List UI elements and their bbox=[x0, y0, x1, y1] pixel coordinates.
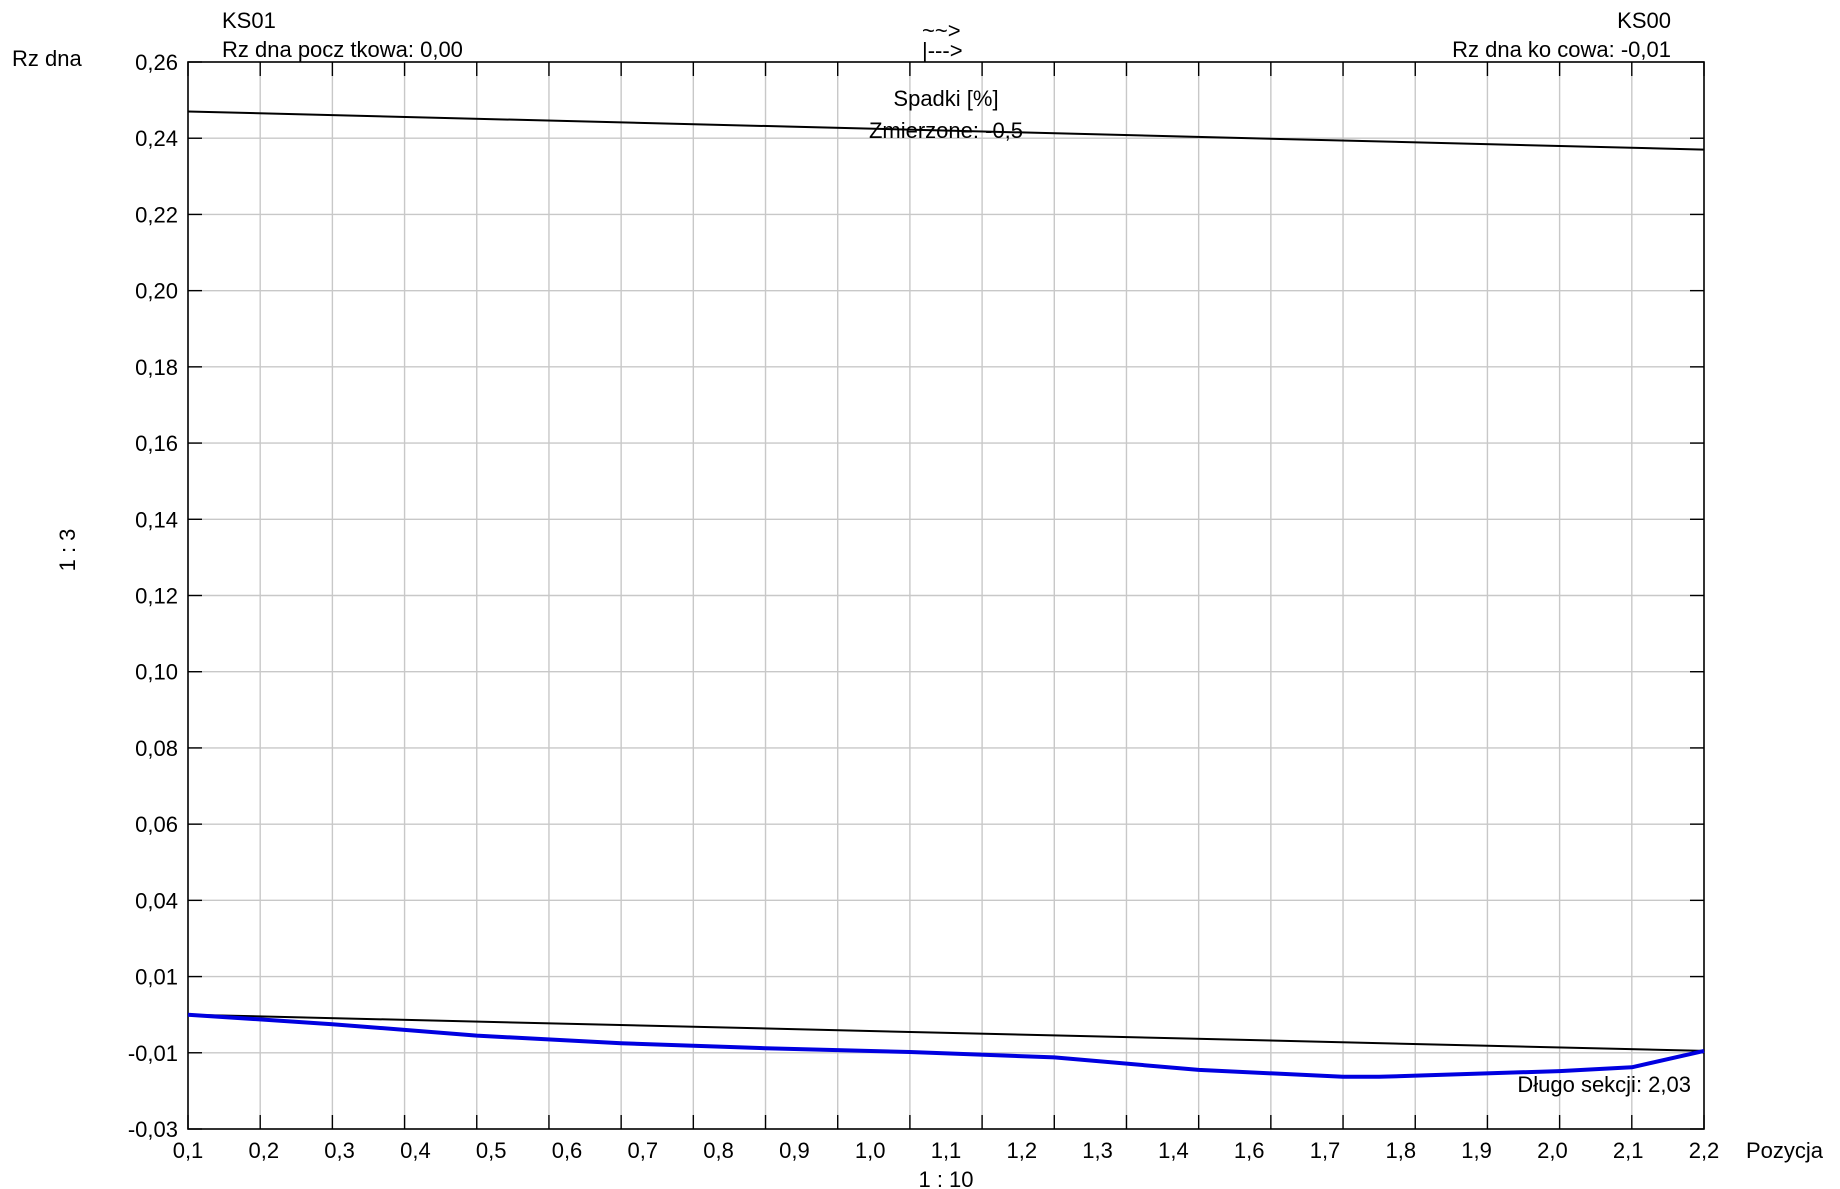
y-tick-label: -0,01 bbox=[128, 1041, 178, 1066]
y-tick-label: 0,20 bbox=[135, 279, 178, 304]
x-tick-label: 2,0 bbox=[1537, 1138, 1568, 1163]
plot-frame bbox=[187, 61, 1705, 1130]
x-tick-label: 0,3 bbox=[324, 1138, 355, 1163]
series-line-2 bbox=[187, 1013, 1705, 1052]
x-tick-label: 1,6 bbox=[1234, 1138, 1265, 1163]
x-tick-label: 2,1 bbox=[1613, 1138, 1644, 1163]
y-tick-label: 0,08 bbox=[135, 736, 178, 761]
flow-arrow-top: ~~> bbox=[922, 18, 961, 43]
y-scale-label: 1 : 3 bbox=[55, 529, 80, 572]
x-tick-label: 0,7 bbox=[628, 1138, 659, 1163]
x-tick-label: 0,4 bbox=[400, 1138, 431, 1163]
x-tick-label: 0,1 bbox=[173, 1138, 204, 1163]
grid bbox=[188, 62, 1704, 1129]
y-tick-label: 0,10 bbox=[135, 660, 178, 685]
y-tick-label: 0,22 bbox=[135, 202, 178, 227]
tick-marks bbox=[187, 61, 1705, 1130]
x-axis-label: Pozycja bbox=[1746, 1138, 1824, 1163]
x-tick-label: 1,2 bbox=[1007, 1138, 1038, 1163]
y-tick-label: 0,16 bbox=[135, 431, 178, 456]
y-tick-label: -0,03 bbox=[128, 1117, 178, 1142]
y-tick-label: 0,06 bbox=[135, 812, 178, 837]
y-axis-label: Rz dna bbox=[12, 46, 82, 71]
x-scale-label: 1 : 10 bbox=[918, 1167, 973, 1189]
section-length: Długo sekcji: 2,03 bbox=[1517, 1072, 1691, 1097]
y-tick-label: 0,24 bbox=[135, 126, 178, 151]
x-tick-label: 1,1 bbox=[931, 1138, 962, 1163]
y-tick-label: 0,14 bbox=[135, 507, 178, 532]
x-tick-label: 0,5 bbox=[476, 1138, 507, 1163]
y-tick-label: 0,04 bbox=[135, 888, 178, 913]
x-tick-label: 1,4 bbox=[1158, 1138, 1189, 1163]
x-tick-label: 1,8 bbox=[1386, 1138, 1417, 1163]
measured-slope: Zmierzone: -0,5 bbox=[869, 118, 1023, 143]
x-tick-label: 1,9 bbox=[1461, 1138, 1492, 1163]
y-tick-label: 0,26 bbox=[135, 50, 178, 75]
x-tick-label: 1,0 bbox=[855, 1138, 886, 1163]
x-tick-label: 2,2 bbox=[1689, 1138, 1720, 1163]
series-line-1 bbox=[187, 110, 1705, 151]
x-tick-label: 1,3 bbox=[1082, 1138, 1113, 1163]
x-tick-label: 0,6 bbox=[552, 1138, 583, 1163]
start-depth-label: Rz dna pocz tkowa: 0,00 bbox=[222, 37, 463, 62]
series-lines bbox=[187, 110, 1705, 1079]
x-tick-label: 1,7 bbox=[1310, 1138, 1341, 1163]
flow-arrow-bottom: |---> bbox=[922, 38, 963, 63]
series-line-3 bbox=[187, 1012, 1705, 1079]
end-depth-label: Rz dna ko cowa: -0,01 bbox=[1452, 37, 1671, 62]
x-tick-label: 0,8 bbox=[703, 1138, 734, 1163]
y-tick-label: 0,12 bbox=[135, 584, 178, 609]
end-node-label: KS00 bbox=[1617, 8, 1671, 33]
start-node-label: KS01 bbox=[222, 8, 276, 33]
y-tick-label: 0,01 bbox=[135, 965, 178, 990]
y-tick-label: 0,18 bbox=[135, 355, 178, 380]
x-tick-label: 0,9 bbox=[779, 1138, 810, 1163]
slopes-title: Spadki [%] bbox=[893, 86, 998, 111]
x-tick-label: 0,2 bbox=[249, 1138, 280, 1163]
x-tick-labels: 0,1 0,2 0,3 0,4 0,5 0,6 0,7 0,8 0,9 1,0 1,1 1,2 1,3 1… bbox=[173, 1138, 1720, 1163]
y-tick-labels: -0,03 -0,01 0,01 0,04 0,06 0,08 0,10 0,12 0,14 0,… bbox=[128, 50, 178, 1142]
